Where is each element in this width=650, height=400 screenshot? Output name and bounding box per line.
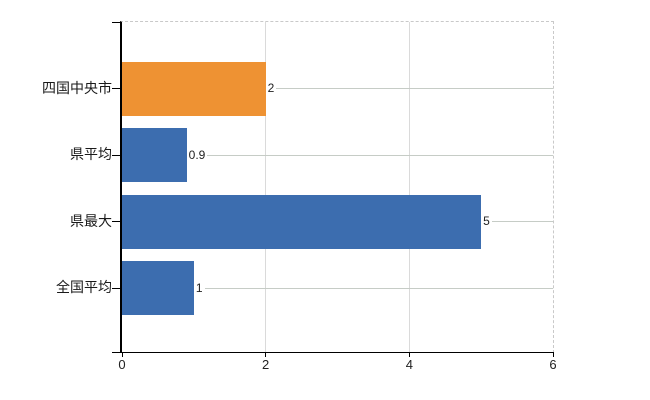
value-axis-tick bbox=[552, 352, 554, 357]
leader-line bbox=[276, 88, 553, 89]
category-label: 全国平均 bbox=[56, 279, 112, 295]
leader-line bbox=[207, 154, 553, 156]
gridline bbox=[265, 22, 267, 352]
value-row: 5 bbox=[482, 215, 553, 228]
bar-全国平均 bbox=[122, 261, 194, 315]
bar-四国中央市 bbox=[122, 61, 266, 116]
value-row: 0.9 bbox=[188, 147, 553, 162]
category-axis-tick bbox=[112, 154, 120, 156]
category-axis-tick bbox=[112, 221, 120, 222]
bar-県最大 bbox=[122, 194, 482, 249]
value-axis-tick bbox=[408, 352, 410, 357]
bar-value-label: 1 bbox=[195, 280, 203, 295]
category-axis-tick bbox=[112, 21, 120, 23]
category-axis-tick bbox=[112, 351, 120, 353]
bar-value-label: 5 bbox=[483, 214, 490, 228]
value-axis-tick bbox=[265, 352, 267, 357]
category-label: 県平均 bbox=[70, 146, 112, 162]
value-axis-tick bbox=[121, 352, 123, 357]
value-row: 1 bbox=[195, 280, 553, 295]
bar-value-label: 2 bbox=[267, 81, 275, 95]
category-axis-tick bbox=[112, 88, 120, 89]
category-axis-tick bbox=[112, 287, 120, 289]
value-axis-label: 4 bbox=[405, 357, 413, 372]
value-axis-label: 0 bbox=[118, 357, 126, 372]
gridline bbox=[408, 22, 410, 352]
value-axis-label: 2 bbox=[262, 357, 270, 372]
category-label: 県最大 bbox=[70, 212, 112, 229]
leader-line bbox=[491, 221, 553, 222]
value-row: 2 bbox=[267, 82, 553, 95]
category-label: 四国中央市 bbox=[42, 79, 112, 96]
bar-value-label: 0.9 bbox=[188, 147, 206, 162]
leader-line bbox=[204, 287, 553, 289]
plot-area: 2 0.9 5 1 bbox=[112, 21, 554, 357]
value-axis-label: 6 bbox=[549, 357, 557, 372]
bar-県平均 bbox=[122, 128, 187, 182]
